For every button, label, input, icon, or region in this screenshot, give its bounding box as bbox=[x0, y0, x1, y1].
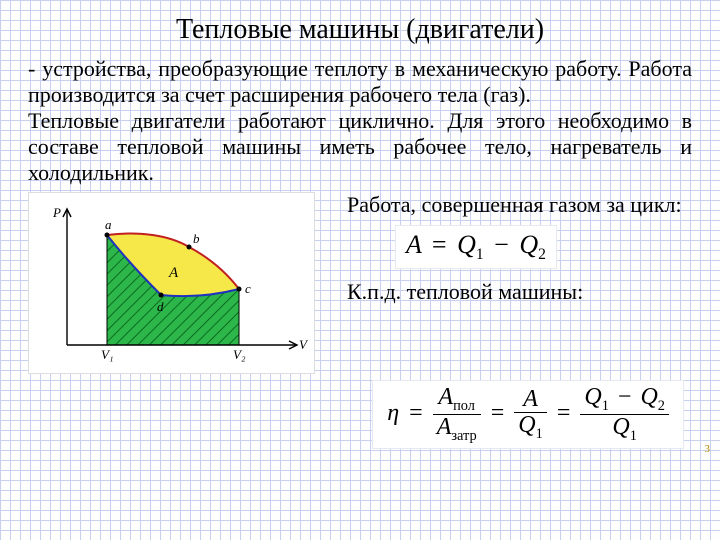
frac1-num-sub: пол bbox=[453, 398, 475, 414]
kpd-label: К.п.д. тепловой машины: bbox=[347, 279, 692, 305]
svg-text:a: a bbox=[105, 217, 112, 232]
frac1-den-sub: затр bbox=[451, 427, 476, 443]
frac-3: Q1 − Q2 Q1 bbox=[580, 385, 669, 444]
kpd-eq2: = bbox=[487, 400, 509, 426]
frac-1: Aпол Aзатр bbox=[433, 385, 481, 444]
pv-diagram: PVV₁V₂abcdA bbox=[28, 192, 315, 374]
svg-text:d: d bbox=[157, 299, 164, 314]
page-title: Тепловые машины (двигатели) bbox=[28, 14, 692, 46]
frac1-den: A bbox=[437, 414, 452, 440]
side-col: Работа, совершенная газом за цикл: A = Q… bbox=[313, 192, 692, 305]
kpd-eq1: = bbox=[405, 400, 427, 426]
frac3-den-sub: 1 bbox=[630, 427, 637, 443]
sym-A: A bbox=[406, 230, 421, 259]
frac2-den: Q bbox=[518, 412, 535, 438]
sym-Q2: Q bbox=[519, 230, 538, 259]
frac1-num: A bbox=[438, 384, 453, 410]
frac3-num-a: Q bbox=[584, 384, 601, 410]
svg-text:V₂: V₂ bbox=[233, 347, 246, 362]
sym-minus: − bbox=[490, 230, 513, 259]
paragraph-1: - устройства, преобразующие теплоту в ме… bbox=[28, 56, 692, 108]
frac3-num-a-sub: 1 bbox=[602, 398, 609, 414]
paragraph-2: Тепловые двигатели работают циклично. Дл… bbox=[28, 108, 692, 186]
frac3-den: Q bbox=[612, 414, 629, 440]
formula-work-wrap: A = Q1 − Q2 bbox=[395, 225, 692, 269]
svg-text:c: c bbox=[245, 281, 251, 296]
slide: Тепловые машины (двигатели) - устройства… bbox=[0, 0, 720, 459]
content-row: PVV₁V₂abcdA Работа, совершенная газом за… bbox=[28, 192, 692, 374]
page-number: 3 bbox=[705, 443, 711, 455]
formula-kpd: η = Aпол Aзатр = A Q1 = Q1 − Q2 Q1 bbox=[372, 380, 684, 449]
sym-eta: η bbox=[387, 400, 399, 426]
formula-kpd-wrap: η = Aпол Aзатр = A Q1 = Q1 − Q2 Q1 bbox=[28, 380, 692, 449]
formula-work: A = Q1 − Q2 bbox=[395, 225, 557, 269]
svg-text:b: b bbox=[193, 231, 200, 246]
frac3-num-b: Q bbox=[640, 384, 657, 410]
frac-2: A Q1 bbox=[514, 387, 547, 442]
kpd-eq3: = bbox=[553, 400, 575, 426]
svg-text:P: P bbox=[52, 205, 61, 220]
svg-text:V₁: V₁ bbox=[101, 347, 113, 362]
pv-chart-wrap: PVV₁V₂abcdA bbox=[28, 192, 313, 374]
frac2-num: A bbox=[523, 386, 538, 412]
work-label: Работа, совершенная газом за цикл: bbox=[347, 192, 692, 217]
frac2-den-sub: 1 bbox=[536, 426, 543, 442]
sym-Q1-sub: 1 bbox=[476, 246, 484, 263]
frac3-num-minus: − bbox=[615, 384, 635, 410]
sym-Q2-sub: 2 bbox=[538, 246, 546, 263]
sym-Q1: Q bbox=[457, 230, 476, 259]
sym-eq: = bbox=[428, 230, 451, 259]
svg-text:A: A bbox=[168, 265, 179, 281]
frac3-num-b-sub: 2 bbox=[658, 398, 665, 414]
